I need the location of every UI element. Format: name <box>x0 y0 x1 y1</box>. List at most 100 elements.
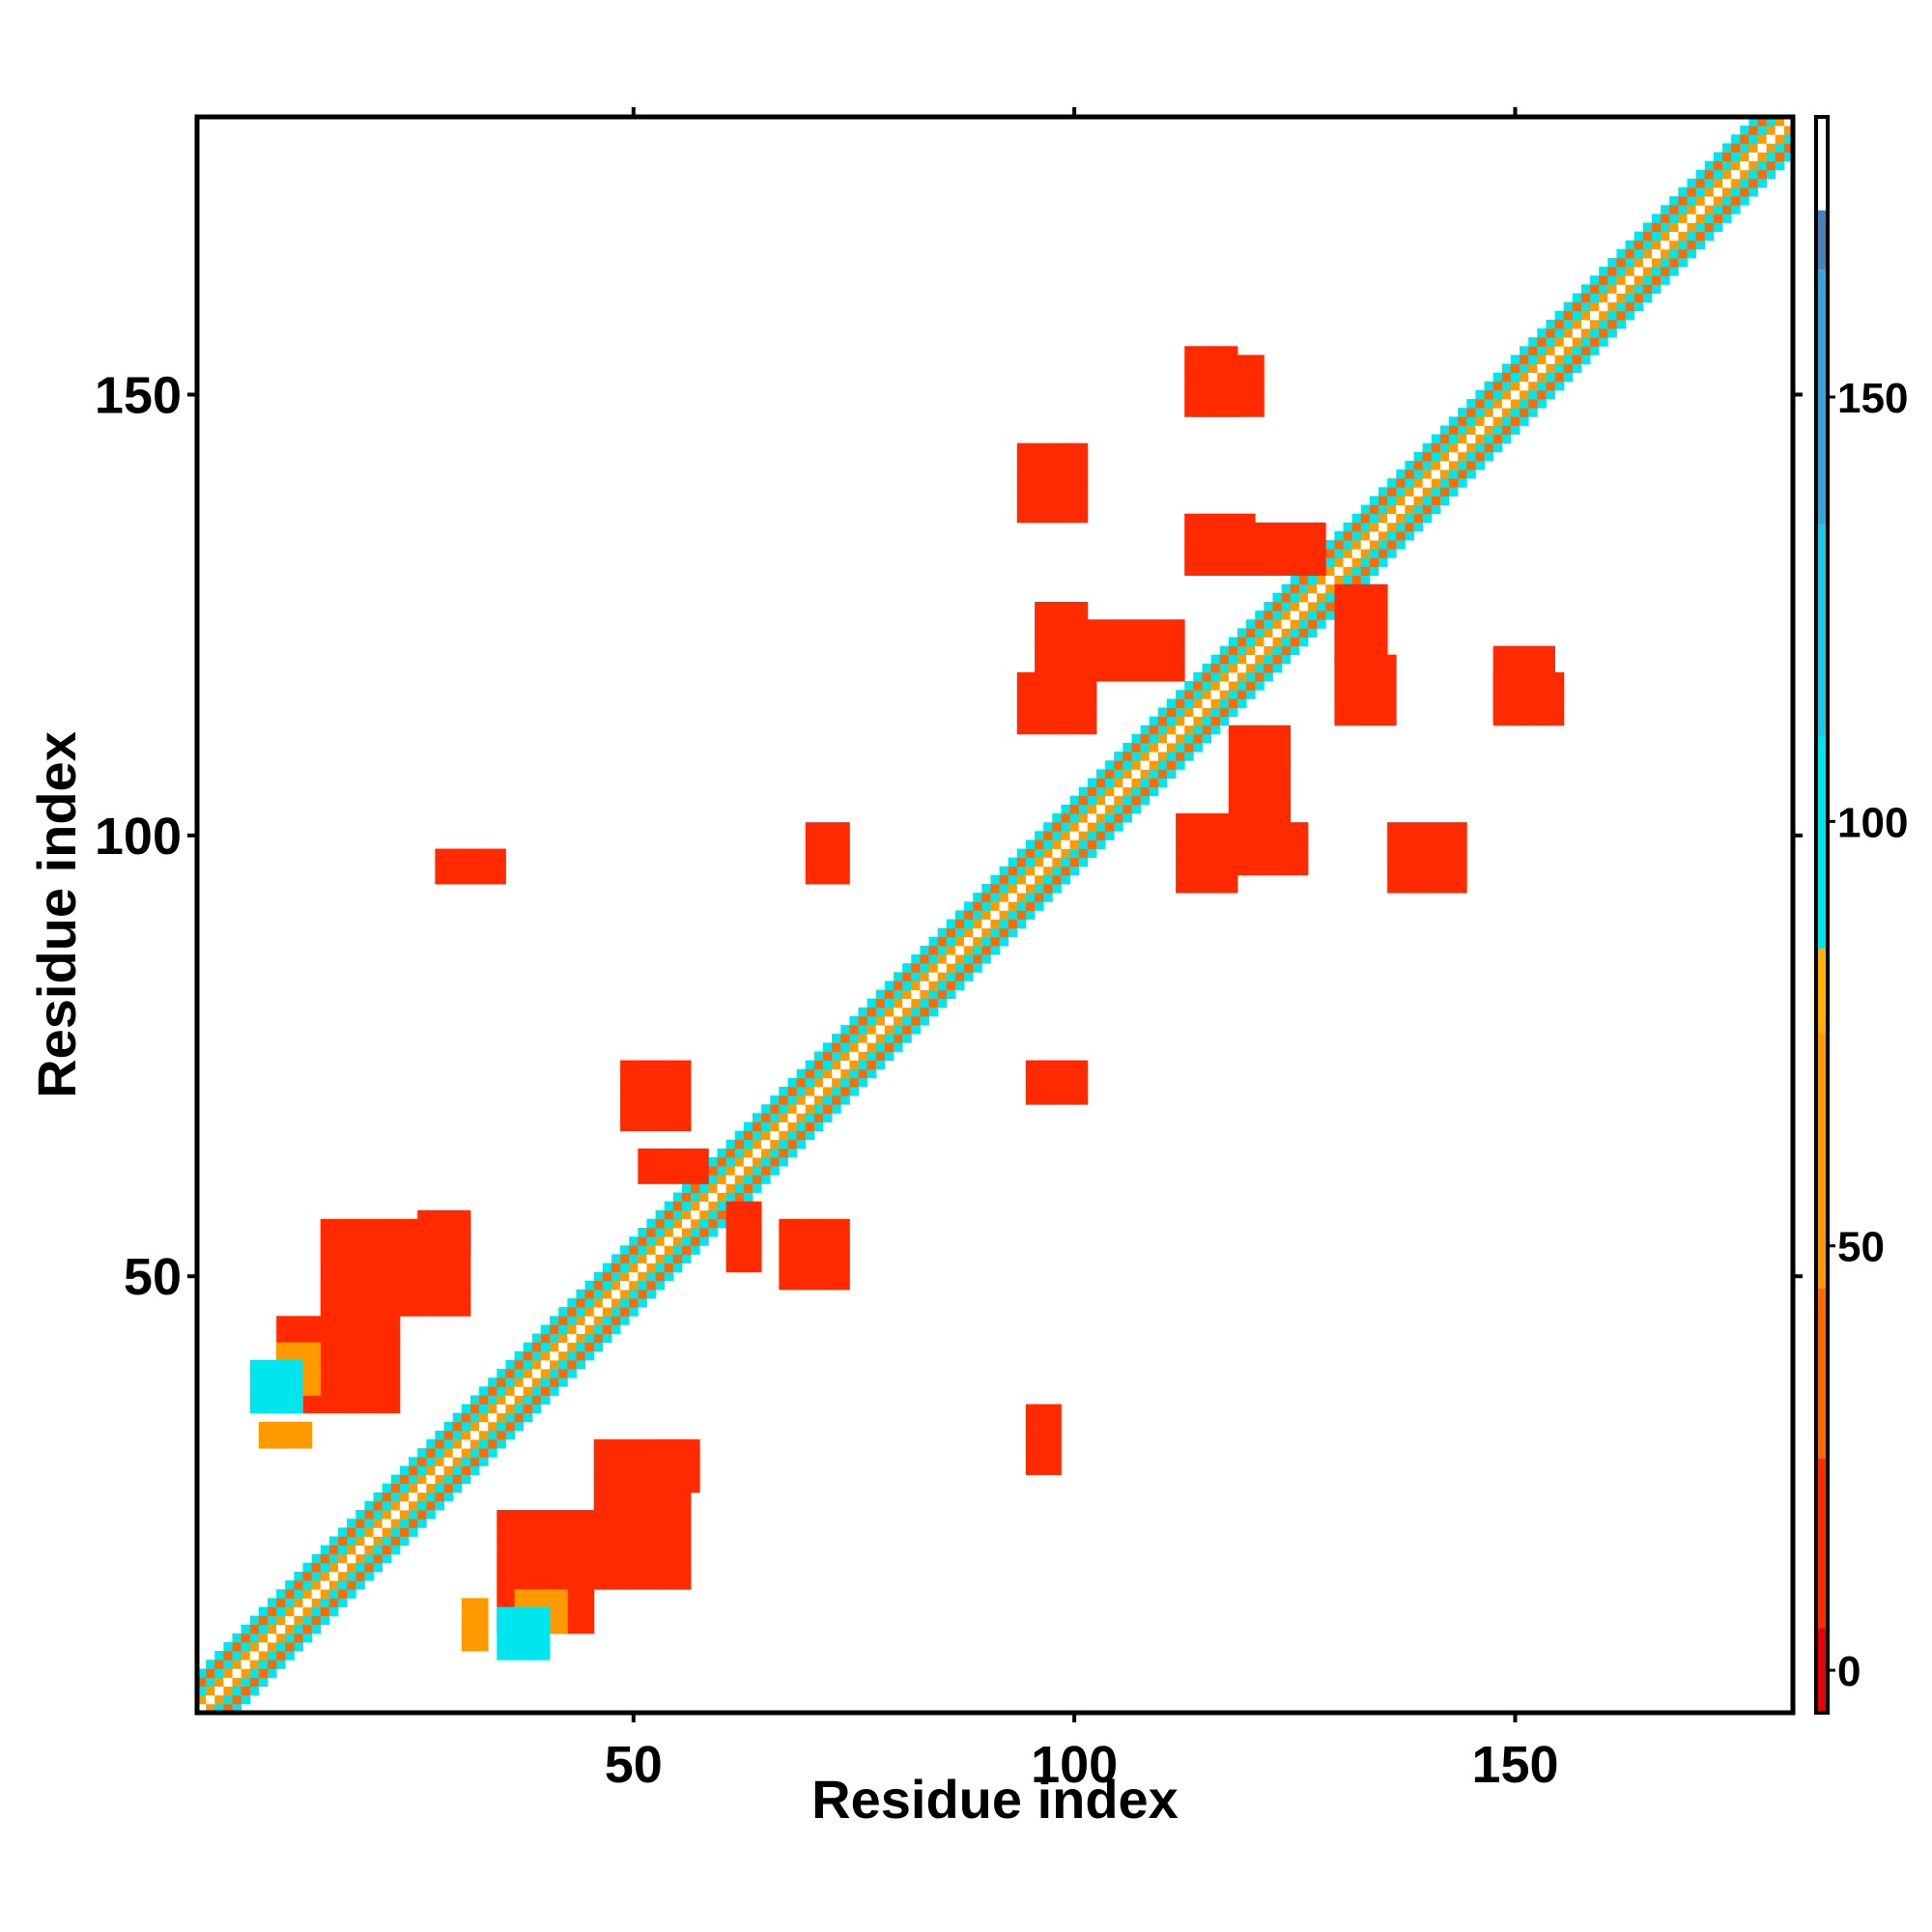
heatmap-cell <box>1537 399 1547 409</box>
heatmap-cell <box>479 857 489 867</box>
heatmap-cell <box>531 1606 542 1617</box>
heatmap-cell <box>1396 496 1406 505</box>
heatmap-cell <box>390 1236 401 1246</box>
heatmap-cell <box>540 1606 551 1617</box>
heatmap-cell <box>593 1500 604 1511</box>
heatmap-cell <box>1025 1404 1036 1414</box>
heatmap-cell <box>435 1465 444 1475</box>
heatmap-cell <box>409 1271 418 1282</box>
heatmap-cell <box>1290 831 1300 840</box>
heatmap-cell <box>1264 786 1273 797</box>
heatmap-cell <box>1210 716 1221 726</box>
heatmap-cell <box>435 866 444 876</box>
heatmap-cell <box>399 1218 410 1229</box>
heatmap-cell <box>576 1359 585 1370</box>
heatmap-cell <box>1537 328 1547 338</box>
heatmap-cell <box>328 1606 339 1617</box>
heatmap-cell <box>672 1527 683 1537</box>
heatmap-cell <box>497 1562 506 1573</box>
heatmap-cell <box>364 1545 374 1555</box>
heatmap-cell <box>1202 733 1212 744</box>
heatmap-cell <box>646 1289 657 1299</box>
heatmap-cell <box>1308 619 1318 629</box>
heatmap-cell <box>691 1245 700 1255</box>
heatmap-cell <box>1210 690 1221 699</box>
heatmap-cell <box>1035 1077 1044 1088</box>
heatmap-cell <box>1272 566 1283 577</box>
heatmap-cell <box>241 1660 251 1669</box>
heatmap-cell <box>1351 698 1362 708</box>
heatmap-cell <box>1546 319 1555 329</box>
heatmap-cell <box>497 857 506 867</box>
heatmap-cell <box>488 1395 497 1405</box>
x-tick-label: 150 <box>1471 1736 1558 1794</box>
heatmap-cell <box>373 1254 384 1264</box>
heatmap-cell <box>1095 795 1106 806</box>
heatmap-cell <box>1713 222 1723 233</box>
heatmap-cell <box>1035 874 1044 885</box>
heatmap-cell <box>1166 663 1177 673</box>
heatmap-cell <box>1166 628 1177 638</box>
heatmap-cell <box>1272 557 1283 567</box>
heatmap-cell <box>681 1571 692 1581</box>
heatmap-cell <box>1184 681 1194 691</box>
heatmap-cell <box>382 1342 392 1352</box>
heatmap-cell <box>823 1228 833 1237</box>
heatmap-cell <box>1131 663 1141 673</box>
heatmap-cell <box>523 1589 533 1599</box>
heatmap-cell <box>1580 346 1591 355</box>
heatmap-cell <box>505 1369 515 1378</box>
heatmap-cell <box>1387 663 1397 673</box>
heatmap-cell <box>638 1245 647 1255</box>
heatmap-cell <box>258 1633 269 1643</box>
heatmap-cell <box>1078 1068 1089 1079</box>
heatmap-cell <box>258 1359 269 1370</box>
heatmap-cell <box>1043 698 1053 708</box>
heatmap-cell <box>1255 389 1264 400</box>
heatmap-cell <box>1246 637 1256 647</box>
heatmap-cell <box>655 1236 666 1246</box>
heatmap-cell <box>849 1077 859 1088</box>
heatmap-cell <box>1035 884 1044 894</box>
heatmap-cell <box>347 1218 356 1229</box>
heatmap-cell <box>1210 866 1221 876</box>
heatmap-cell <box>461 1421 471 1432</box>
colorbar-band <box>1816 736 1828 950</box>
heatmap-cell <box>1308 611 1318 620</box>
heatmap-cell <box>1351 628 1362 638</box>
heatmap-cell <box>1140 752 1151 761</box>
heatmap-cell <box>1775 134 1785 144</box>
heatmap-cell <box>1528 645 1538 656</box>
heatmap-cell <box>638 1104 647 1114</box>
heatmap-cell <box>320 1271 330 1282</box>
heatmap-cell <box>479 1457 489 1466</box>
heatmap-cell <box>461 857 471 867</box>
heatmap-cell <box>672 1095 683 1105</box>
heatmap-cell <box>620 1077 630 1088</box>
heatmap-cell <box>523 1510 533 1520</box>
heatmap-cell <box>1731 152 1741 162</box>
heatmap-cell <box>1510 355 1520 364</box>
heatmap-cell <box>681 1580 692 1590</box>
heatmap-cell <box>452 1245 463 1255</box>
heatmap-cell <box>1008 927 1018 938</box>
heatmap-cell <box>638 1068 647 1079</box>
heatmap-cell <box>1281 733 1292 744</box>
heatmap-cell <box>602 1298 612 1308</box>
heatmap-cell <box>1343 663 1353 673</box>
heatmap-cell <box>1069 724 1080 735</box>
heatmap-cell <box>514 1536 525 1546</box>
heatmap-cell <box>320 1580 330 1590</box>
heatmap-cell <box>285 1404 295 1414</box>
heatmap-cell <box>602 1500 612 1511</box>
heatmap-cell <box>734 1209 745 1220</box>
heatmap-cell <box>638 1465 647 1475</box>
heatmap-cell <box>1563 355 1574 364</box>
heatmap-cell <box>488 1421 497 1432</box>
heatmap-cell <box>399 1519 410 1528</box>
heatmap-cell <box>1228 355 1238 364</box>
heatmap-cell <box>1642 275 1653 285</box>
heatmap-cell <box>576 1606 585 1617</box>
heatmap-cell <box>1078 513 1089 524</box>
heatmap-cell <box>409 1510 418 1520</box>
